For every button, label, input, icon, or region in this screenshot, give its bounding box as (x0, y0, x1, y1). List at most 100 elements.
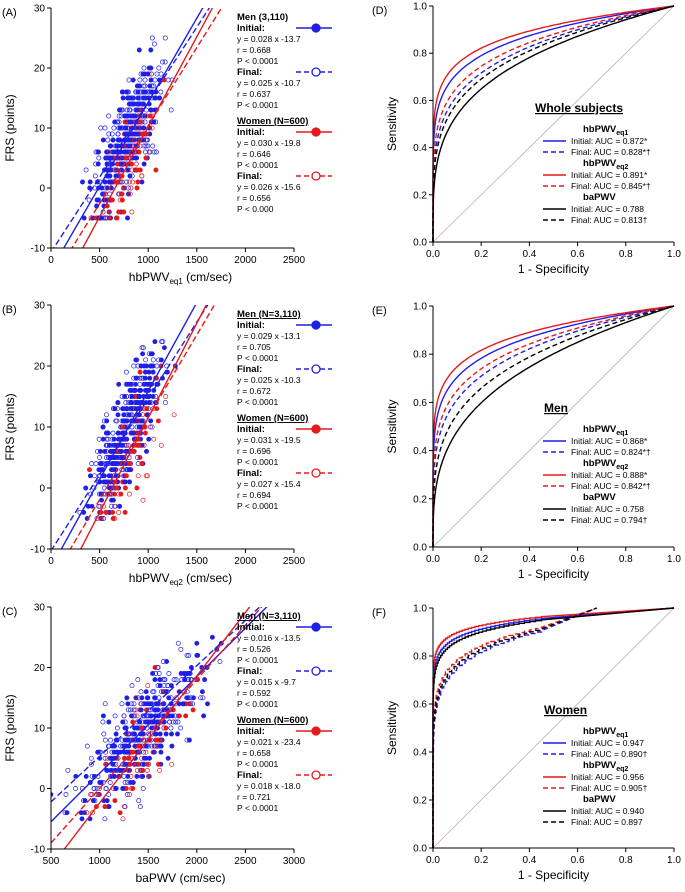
point-men (136, 424, 142, 430)
point-men (111, 406, 116, 412)
point-men (205, 701, 210, 707)
point-men (128, 119, 134, 125)
point-men (153, 119, 159, 125)
point-women (126, 491, 132, 497)
legend-stat-line: P < 0.0001 (237, 56, 278, 66)
regression-line-1 (63, 8, 204, 248)
point-men (140, 786, 146, 791)
point-men (126, 731, 132, 737)
y-axis-label: FRS (points) (3, 393, 17, 460)
x-tick-label: 500 (43, 856, 60, 867)
roc-curve-6 (432, 305, 675, 547)
legend-step-label: Initial: (237, 127, 265, 138)
legend-entry: Final: AUC = 0.905† (571, 783, 648, 793)
point-men (152, 743, 158, 749)
y-tick-label: 0.8 (413, 49, 427, 60)
legend-stat-line: r = 0.637 (237, 89, 271, 99)
point-men (83, 485, 89, 491)
point-men (133, 155, 139, 161)
legend-group-sub: eq2 (616, 464, 628, 471)
point-men (155, 665, 161, 670)
legend-stat-line: P < 0.0001 (237, 457, 278, 467)
point-men (180, 701, 186, 707)
legend-entry: Final: AUC = 0.897 (571, 817, 643, 827)
point-women (157, 767, 163, 773)
point-men (108, 143, 114, 149)
y-tick-label: 1.0 (413, 2, 427, 13)
point-men (146, 731, 152, 737)
point-women (103, 509, 109, 515)
legend-group-header: hbPWVeq1 (583, 424, 628, 437)
legend-group-header: Men (N=3,110) (237, 611, 301, 622)
point-men (122, 725, 128, 731)
point-men (99, 185, 105, 191)
point-men (103, 215, 109, 221)
point-men (102, 755, 108, 761)
point-men (184, 737, 190, 743)
point-men (151, 749, 157, 755)
point-women (130, 179, 136, 185)
y-tick-label: 10 (34, 423, 46, 434)
point-men (160, 375, 165, 381)
point-men (134, 101, 140, 107)
point-men (123, 400, 129, 406)
point-men (138, 707, 144, 713)
x-label-main: hbPWV (129, 571, 170, 585)
x-tick-label: 2500 (283, 255, 306, 266)
point-men (164, 659, 170, 664)
point-women (154, 406, 160, 412)
point-women (151, 436, 157, 442)
point-men (124, 179, 129, 185)
point-men (143, 689, 149, 695)
point-men (111, 125, 117, 131)
point-men (119, 467, 125, 473)
x-tick-label: 0.6 (571, 855, 585, 866)
point-men (65, 767, 71, 773)
point-men (89, 503, 95, 509)
point-men (96, 155, 102, 161)
roc-curve-1 (432, 5, 675, 242)
legend-marker-swatch (311, 127, 321, 137)
point-men (168, 107, 174, 113)
point-women (122, 509, 128, 515)
y-tick-label: 0.0 (413, 238, 427, 249)
point-women (121, 209, 127, 215)
point-women (124, 473, 129, 479)
point-men (113, 731, 119, 737)
point-men (202, 677, 208, 683)
point-men (147, 375, 153, 381)
point-women (176, 713, 182, 719)
point-men (176, 701, 182, 707)
y-tick-label: 0.2 (413, 796, 427, 807)
x-label-unit: (cm/sec) (183, 270, 232, 284)
legend-stat-line: r = 0.592 (237, 688, 271, 698)
point-women (114, 215, 120, 221)
point-men (138, 689, 144, 695)
point-men (129, 430, 135, 436)
point-men (106, 113, 112, 119)
point-men (141, 161, 147, 167)
legend-group-header: baPWV (583, 192, 616, 203)
point-men (139, 761, 145, 767)
point-women (130, 786, 136, 791)
legend-stat-line: y = 0.025 x -10.3 (237, 375, 301, 385)
point-men (188, 701, 194, 707)
legend-entry: Initial: AUC = 0.891* (571, 170, 648, 180)
x-tick-label: 0.2 (474, 855, 488, 866)
legend-stat-line: r = 0.656 (237, 193, 271, 203)
point-men (132, 387, 138, 393)
x-tick-label: 0.0 (426, 554, 440, 565)
point-women (140, 497, 146, 503)
legend: Men (N=3,110)Initial:y = 0.016 x -13.5r … (237, 611, 332, 813)
point-men (168, 707, 173, 713)
legend-stat-line: r = 0.672 (237, 386, 271, 396)
point-men (165, 683, 171, 689)
point-men (102, 701, 108, 707)
point-men (148, 89, 154, 95)
legend-marker-swatch (311, 770, 321, 780)
point-men (130, 731, 136, 737)
legend-entry: Initial: AUC = 0.888* (571, 470, 648, 480)
point-men (117, 455, 122, 460)
point-men (128, 400, 134, 406)
legend-group-header: hbPWVeq1 (583, 124, 628, 137)
